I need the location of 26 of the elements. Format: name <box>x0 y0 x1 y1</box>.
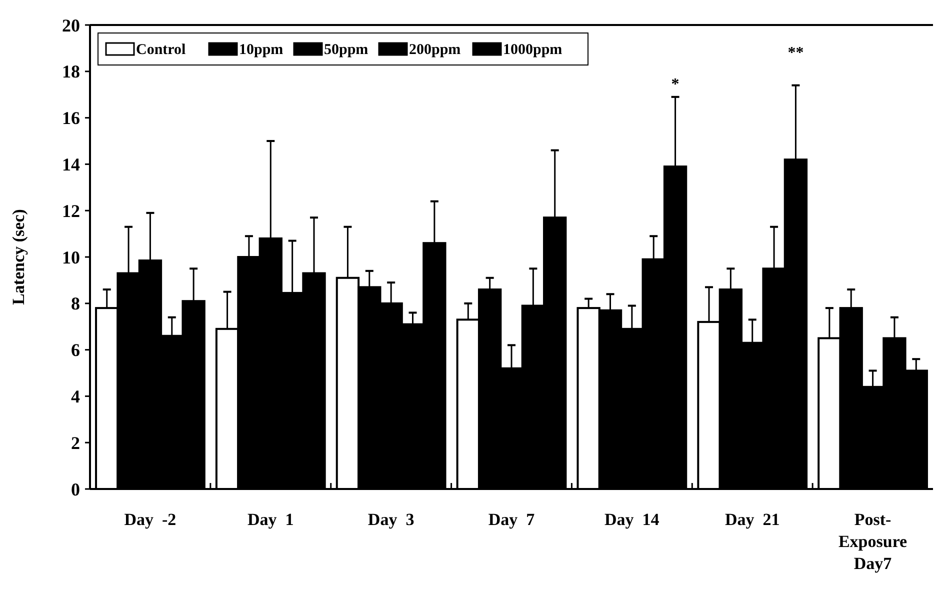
x-tick-label: Day 21 <box>724 510 780 529</box>
y-tick-label: 16 <box>62 108 80 128</box>
y-tick-label: 8 <box>71 294 80 314</box>
legend-label: 10ppm <box>239 42 284 58</box>
y-axis-title: Latency (sec) <box>9 209 28 305</box>
x-tick-label: Day 3 <box>368 510 414 529</box>
legend-label: 200ppm <box>409 42 462 58</box>
y-tick-label: 0 <box>71 479 80 500</box>
x-tick-label: Post-Exposure Day7 <box>838 510 908 573</box>
y-tick-label: 14 <box>62 154 80 174</box>
y-tick-label: 20 <box>62 15 80 36</box>
y-tick-label: 4 <box>71 386 80 406</box>
x-tick-label: Day 1 <box>248 510 294 529</box>
x-tick-label: Day 14 <box>604 510 660 529</box>
legend-label: 50ppm <box>324 42 369 58</box>
y-tick-label: 6 <box>71 340 80 360</box>
y-tick-label: 18 <box>62 62 80 82</box>
annotation: ** <box>788 44 804 62</box>
y-tick-label: 2 <box>71 432 80 453</box>
y-tick-label: 10 <box>62 247 80 268</box>
legend-label: 1000ppm <box>503 42 563 58</box>
annotation: * <box>671 76 680 93</box>
x-tick-label: Day -2 <box>124 510 176 529</box>
y-tick-label: 12 <box>62 200 80 221</box>
x-tick-label: Day 7 <box>488 510 536 529</box>
legend-label: Control <box>136 42 186 58</box>
